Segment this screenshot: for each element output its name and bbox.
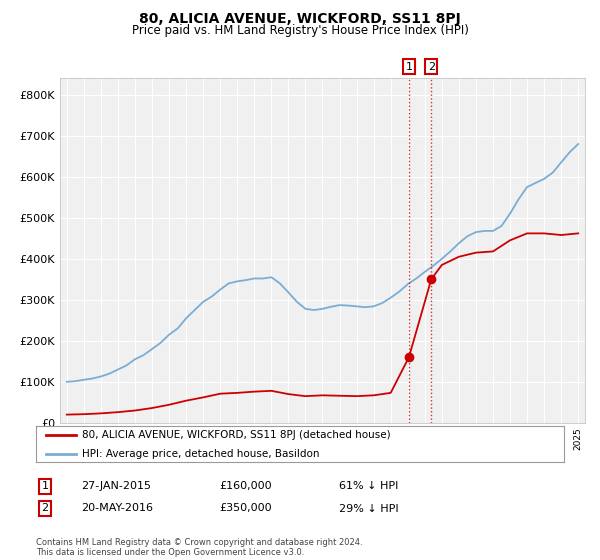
Text: 1: 1 xyxy=(41,481,49,491)
Text: 61% ↓ HPI: 61% ↓ HPI xyxy=(339,481,398,491)
Text: 27-JAN-2015: 27-JAN-2015 xyxy=(81,481,151,491)
Text: HPI: Average price, detached house, Basildon: HPI: Average price, detached house, Basi… xyxy=(82,449,320,459)
Text: £350,000: £350,000 xyxy=(219,503,272,514)
Text: 29% ↓ HPI: 29% ↓ HPI xyxy=(339,503,398,514)
Text: 80, ALICIA AVENUE, WICKFORD, SS11 8PJ (detached house): 80, ALICIA AVENUE, WICKFORD, SS11 8PJ (d… xyxy=(82,431,391,440)
Text: £160,000: £160,000 xyxy=(219,481,272,491)
Text: 20-MAY-2016: 20-MAY-2016 xyxy=(81,503,153,514)
Text: 1: 1 xyxy=(406,62,412,72)
Text: Contains HM Land Registry data © Crown copyright and database right 2024.
This d: Contains HM Land Registry data © Crown c… xyxy=(36,538,362,557)
Text: Price paid vs. HM Land Registry's House Price Index (HPI): Price paid vs. HM Land Registry's House … xyxy=(131,24,469,37)
Text: 2: 2 xyxy=(428,62,435,72)
Text: 80, ALICIA AVENUE, WICKFORD, SS11 8PJ: 80, ALICIA AVENUE, WICKFORD, SS11 8PJ xyxy=(139,12,461,26)
Text: 2: 2 xyxy=(41,503,49,514)
